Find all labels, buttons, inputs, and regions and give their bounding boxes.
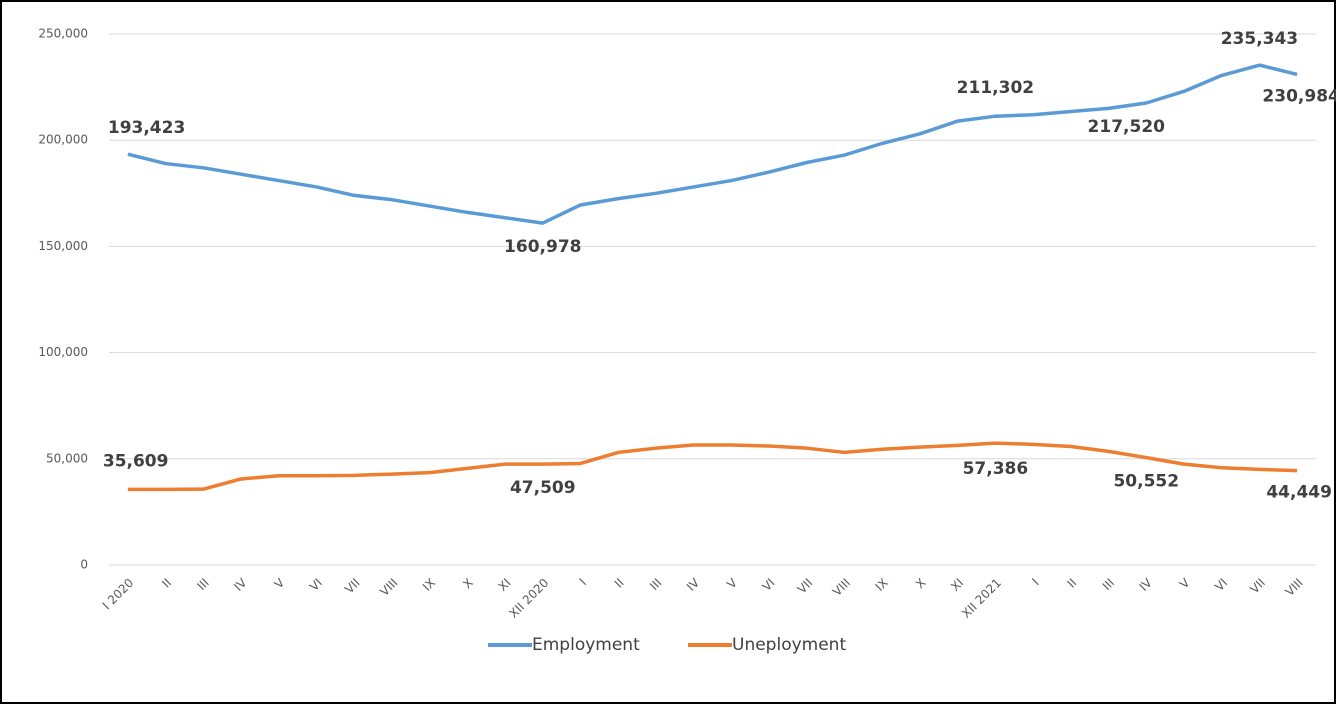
data-label: 44,449 (1266, 483, 1332, 503)
line-series (127, 63, 1298, 225)
data-label: 217,520 (1088, 117, 1166, 137)
data-label: 160,978 (504, 237, 581, 257)
data-label: 35,609 (103, 451, 169, 471)
data-label: 57,386 (963, 459, 1029, 479)
data-label: 235,343 (1221, 29, 1298, 49)
data-label: 211,302 (957, 78, 1034, 98)
y-tick-label: 150,000 (38, 239, 88, 253)
y-tick-label: 200,000 (38, 133, 88, 147)
data-label: 47,509 (510, 478, 576, 498)
legend-label: Uneployment (732, 635, 846, 655)
y-tick-label: 250,000 (38, 27, 88, 41)
y-tick-label: 100,000 (38, 345, 88, 359)
data-label: 193,423 (108, 118, 185, 138)
legend-label: Employment (532, 635, 640, 655)
data-label: 50,552 (1113, 472, 1179, 492)
line-series (127, 441, 1298, 492)
y-tick-label: 0 (80, 558, 88, 572)
data-label: 230,984 (1262, 86, 1336, 106)
y-tick-label: 50,000 (46, 451, 88, 465)
